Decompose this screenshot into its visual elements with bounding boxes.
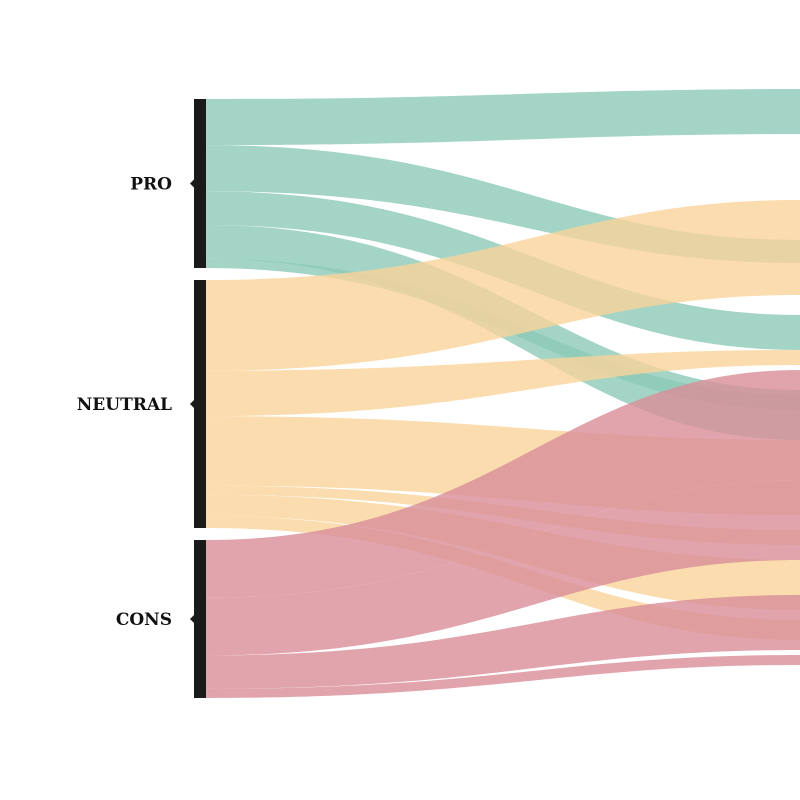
flow-cons-3 (206, 655, 800, 698)
node-bar-pro (194, 99, 206, 268)
flow-pro-0 (206, 89, 800, 146)
node-label-cons: CONS (116, 610, 172, 630)
flow-cons-0 (206, 370, 800, 598)
flow-neutral-0 (206, 200, 800, 371)
node-pointer-neutral (190, 400, 194, 408)
node-label-pro: PRO (130, 175, 172, 195)
node-bar-neutral (194, 280, 206, 528)
node-pointer-cons (190, 615, 194, 623)
flows-layer (206, 89, 800, 698)
labels-layer: PRO NEUTRAL CONS (77, 175, 172, 631)
nodes-layer (190, 99, 206, 698)
node-bar-cons (194, 540, 206, 698)
flow-cons-2 (206, 595, 800, 689)
flow-neutral-1 (206, 350, 800, 417)
node-label-neutral: NEUTRAL (77, 395, 172, 415)
node-pointer-pro (190, 179, 194, 188)
flow-cons-1 (206, 480, 800, 656)
